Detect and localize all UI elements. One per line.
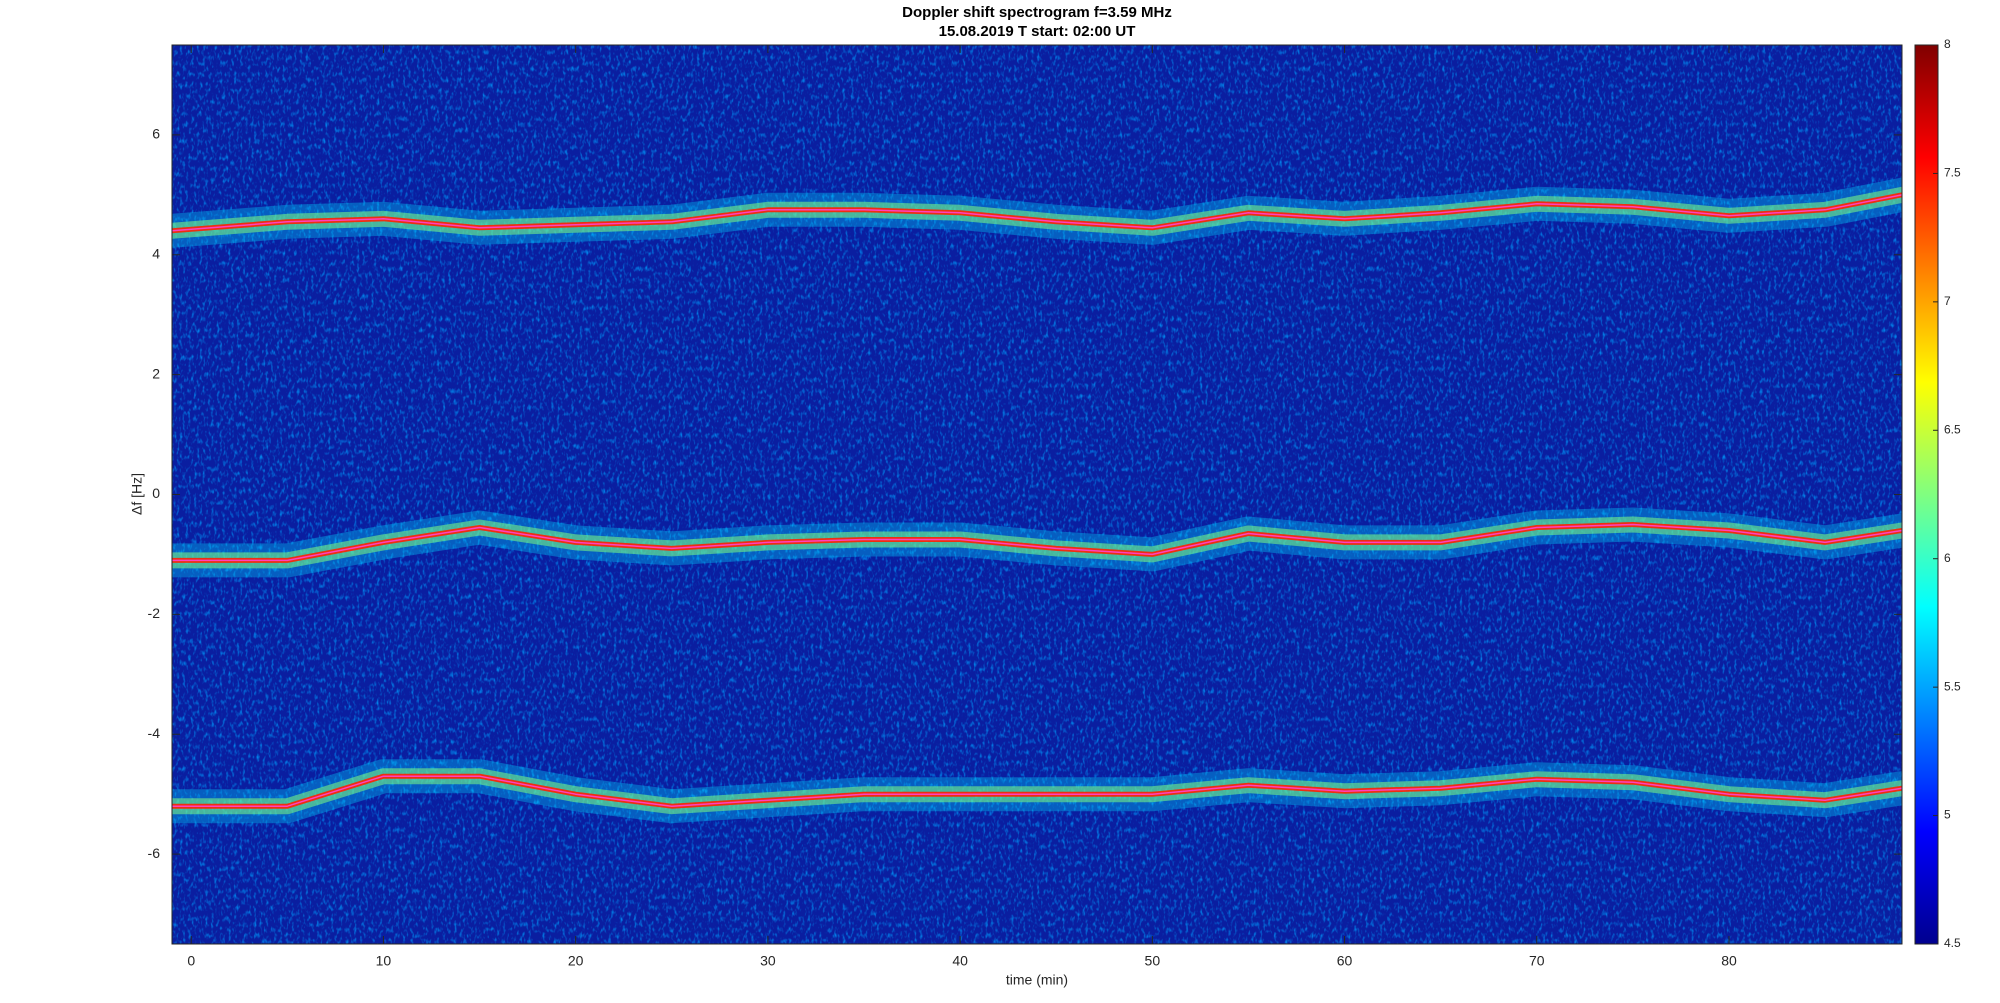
x-tick-label: 40 xyxy=(952,953,968,969)
x-tick-label: 80 xyxy=(1721,953,1737,969)
y-tick-label: -2 xyxy=(148,605,161,621)
trace-line xyxy=(172,194,1902,232)
y-tick-label: 2 xyxy=(152,365,160,381)
colorbar-tick-label: 6.5 xyxy=(1944,422,1961,436)
x-axis-label: time (min) xyxy=(1006,972,1068,988)
colorbar-tick-label: 5 xyxy=(1944,808,1951,822)
colorbar xyxy=(1914,44,1939,945)
traces xyxy=(172,177,1902,824)
chart-title: Doppler shift spectrogram f=3.59 MHz xyxy=(902,4,1172,21)
colorbar-tick-label: 6 xyxy=(1944,551,1951,565)
y-tick-label: -4 xyxy=(148,725,161,741)
y-tick-label: -6 xyxy=(148,845,161,861)
x-tick-label: 60 xyxy=(1337,953,1353,969)
chart-subtitle: 15.08.2019 T start: 02:00 UT xyxy=(939,23,1136,40)
x-tick-label: 10 xyxy=(376,953,392,969)
x-tick-label: 70 xyxy=(1529,953,1545,969)
colorbar-tick-label: 8 xyxy=(1944,37,1951,51)
colorbar-tick-label: 4.5 xyxy=(1944,936,1961,950)
x-tick-label: 20 xyxy=(568,953,584,969)
y-tick-label: 6 xyxy=(152,126,160,142)
colorbar-tick-label: 7 xyxy=(1944,294,1951,308)
colorbar-tick-label: 7.5 xyxy=(1944,166,1961,180)
x-tick-label: 0 xyxy=(187,953,195,969)
trace-line xyxy=(172,523,1902,562)
y-axis-label: Δf [Hz] xyxy=(129,473,145,515)
x-tick-label: 30 xyxy=(760,953,776,969)
colorbar-tick-label: 5.5 xyxy=(1944,679,1961,693)
y-tick-label: 0 xyxy=(152,485,160,501)
trace-line xyxy=(172,775,1902,807)
y-tick-label: 4 xyxy=(152,245,160,261)
x-tick-label: 50 xyxy=(1145,953,1161,969)
